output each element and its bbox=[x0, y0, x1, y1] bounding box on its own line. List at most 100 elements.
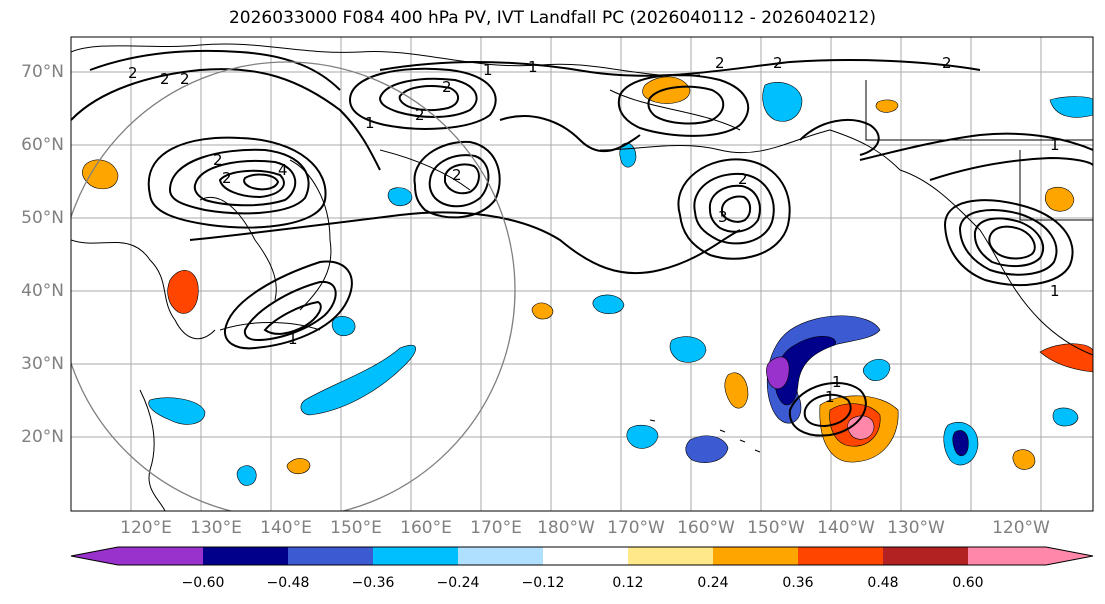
anomaly-blob-wpac-negative bbox=[148, 397, 206, 425]
coastlines bbox=[71, 43, 1093, 511]
anomaly-blob-central-pacific-core2 bbox=[766, 356, 790, 390]
contour-sub-1 bbox=[788, 381, 867, 437]
contour-label: 3 bbox=[718, 208, 728, 226]
contour-japan-1 bbox=[223, 260, 353, 350]
contour-pacific-long-2 bbox=[499, 115, 641, 153]
contour-pacific-long-1 bbox=[189, 211, 741, 275]
map-frame bbox=[70, 36, 1094, 512]
lon-label: 120°E bbox=[120, 518, 172, 538]
colorbar-segment bbox=[118, 547, 203, 565]
anomaly-blob-small-positive-2 bbox=[1012, 449, 1036, 470]
anomaly-blob-small-positive-3 bbox=[531, 302, 554, 320]
colorbar-tick-label: −0.48 bbox=[266, 575, 310, 591]
anomaly-blob-small-negative-8 bbox=[236, 465, 257, 486]
lon-label: 160°W bbox=[677, 518, 735, 538]
contour-okhotsk-2 bbox=[378, 77, 478, 118]
anomaly-blob-small-negative-2 bbox=[592, 294, 625, 314]
contour-northwest-1 bbox=[71, 68, 381, 171]
anomaly-blob-small-positive-1 bbox=[724, 372, 749, 409]
contour-siberia-outer bbox=[147, 136, 327, 229]
contour-westcoast-3 bbox=[973, 217, 1045, 268]
anomaly-blob-subtropical-positive-inner bbox=[847, 415, 875, 440]
contour-label: 1 bbox=[365, 114, 375, 132]
lon-label: 140°E bbox=[260, 518, 312, 538]
contour-label: 1 bbox=[1050, 282, 1060, 300]
contour-westcoast-2 bbox=[958, 209, 1058, 276]
pv-contours bbox=[71, 49, 1093, 437]
anomaly-blob-east-negative-core bbox=[952, 430, 969, 457]
colorbar-tick-label: −0.36 bbox=[351, 575, 395, 591]
colorbar-segment bbox=[713, 547, 798, 565]
anomaly-blob-mid-pacific-negative bbox=[669, 336, 707, 363]
anomaly-blob-small-positive-4 bbox=[1044, 187, 1075, 212]
colorbar-extend-high bbox=[1046, 547, 1093, 565]
contour-label: 4 bbox=[278, 161, 288, 179]
lat-label: 50°N bbox=[21, 208, 64, 228]
contour-label: 2 bbox=[442, 78, 452, 96]
colorbar-segment bbox=[628, 547, 713, 565]
colorbar-segment bbox=[288, 547, 373, 565]
colorbar-segment bbox=[543, 547, 628, 565]
lon-label: 150°W bbox=[747, 518, 805, 538]
contour-label: 2 bbox=[160, 70, 170, 88]
lon-label: 130°W bbox=[887, 518, 945, 538]
contour-east-long-2 bbox=[929, 156, 1093, 181]
colorbar-segment bbox=[203, 547, 288, 565]
colorbar-tick-label: 0.60 bbox=[952, 575, 984, 591]
contour-aleut-1 bbox=[677, 158, 791, 260]
contour-aleut-2 bbox=[693, 172, 775, 245]
contour-label: 1 bbox=[288, 330, 298, 348]
contour-aleut-3 bbox=[708, 184, 761, 233]
lon-label: 170°E bbox=[470, 518, 522, 538]
anomaly-blob-small-negative-5 bbox=[387, 187, 413, 207]
distance-circle bbox=[71, 61, 516, 511]
anomaly-blob-small-negative-3 bbox=[862, 359, 891, 381]
gridlines bbox=[71, 37, 1093, 511]
anomaly-blob-small-positive-6 bbox=[875, 99, 899, 113]
anomaly-blob-alaska-negative bbox=[762, 81, 803, 122]
contour-japan-2 bbox=[243, 280, 337, 342]
anomaly-blob-small-negative-7 bbox=[331, 316, 356, 337]
lat-label: 40°N bbox=[21, 281, 64, 301]
colorbar-outline bbox=[70, 546, 1094, 566]
anomaly-blob-west-positive bbox=[81, 159, 119, 190]
contour-top-long bbox=[379, 59, 981, 77]
colorbar-extend-low bbox=[71, 547, 118, 565]
anomaly-blob-bering-positive bbox=[642, 76, 691, 104]
colorbar-segment bbox=[458, 547, 543, 565]
contour-label: 2 bbox=[213, 151, 223, 169]
contour-bering-2 bbox=[647, 85, 725, 125]
contour-label: 2 bbox=[942, 54, 952, 72]
anomaly-blob-west-coast-positive bbox=[1039, 343, 1093, 373]
anomaly-blob-sw-negative bbox=[300, 344, 416, 416]
contour-labels: 2 2 2 1 2 1 2 2 2 4 2 2 1 2 2 3 1 1 2 1 … bbox=[128, 54, 1060, 406]
contour-okhotsk-3 bbox=[398, 85, 459, 112]
lon-label: 140°W bbox=[817, 518, 875, 538]
contour-westcoast-1 bbox=[943, 199, 1074, 286]
contour-label: 2 bbox=[128, 64, 138, 82]
colorbar-tick-label: 0.48 bbox=[867, 575, 899, 591]
anomaly-blob-small-positive-5 bbox=[286, 458, 311, 475]
colorbar bbox=[70, 546, 1094, 566]
contour-sub-2 bbox=[803, 393, 852, 428]
colorbar-tick-label: 0.12 bbox=[612, 575, 644, 591]
lat-label: 30°N bbox=[21, 354, 64, 374]
colorbar-segment bbox=[373, 547, 458, 565]
anomaly-blob-small-negative-1 bbox=[626, 424, 659, 449]
colorbar-segment bbox=[883, 547, 968, 565]
contour-label: 2 bbox=[738, 170, 748, 188]
lon-label: 120°W bbox=[992, 518, 1050, 538]
anomaly-blob-korea-positive bbox=[167, 270, 199, 314]
colorbar-tick-label: 0.24 bbox=[697, 575, 729, 591]
anomaly-blob-canada-negative bbox=[1049, 96, 1093, 118]
lat-label: 60°N bbox=[21, 135, 64, 155]
anomaly-blob-hawaii-negative bbox=[685, 435, 729, 463]
lon-label: 130°E bbox=[190, 518, 242, 538]
contour-label: 1 bbox=[1050, 136, 1060, 154]
contour-label: 2 bbox=[180, 70, 190, 88]
lon-label: 150°E bbox=[330, 518, 382, 538]
lon-label: 170°W bbox=[607, 518, 665, 538]
lat-label: 70°N bbox=[21, 62, 64, 82]
contour-japan-3 bbox=[263, 300, 322, 335]
